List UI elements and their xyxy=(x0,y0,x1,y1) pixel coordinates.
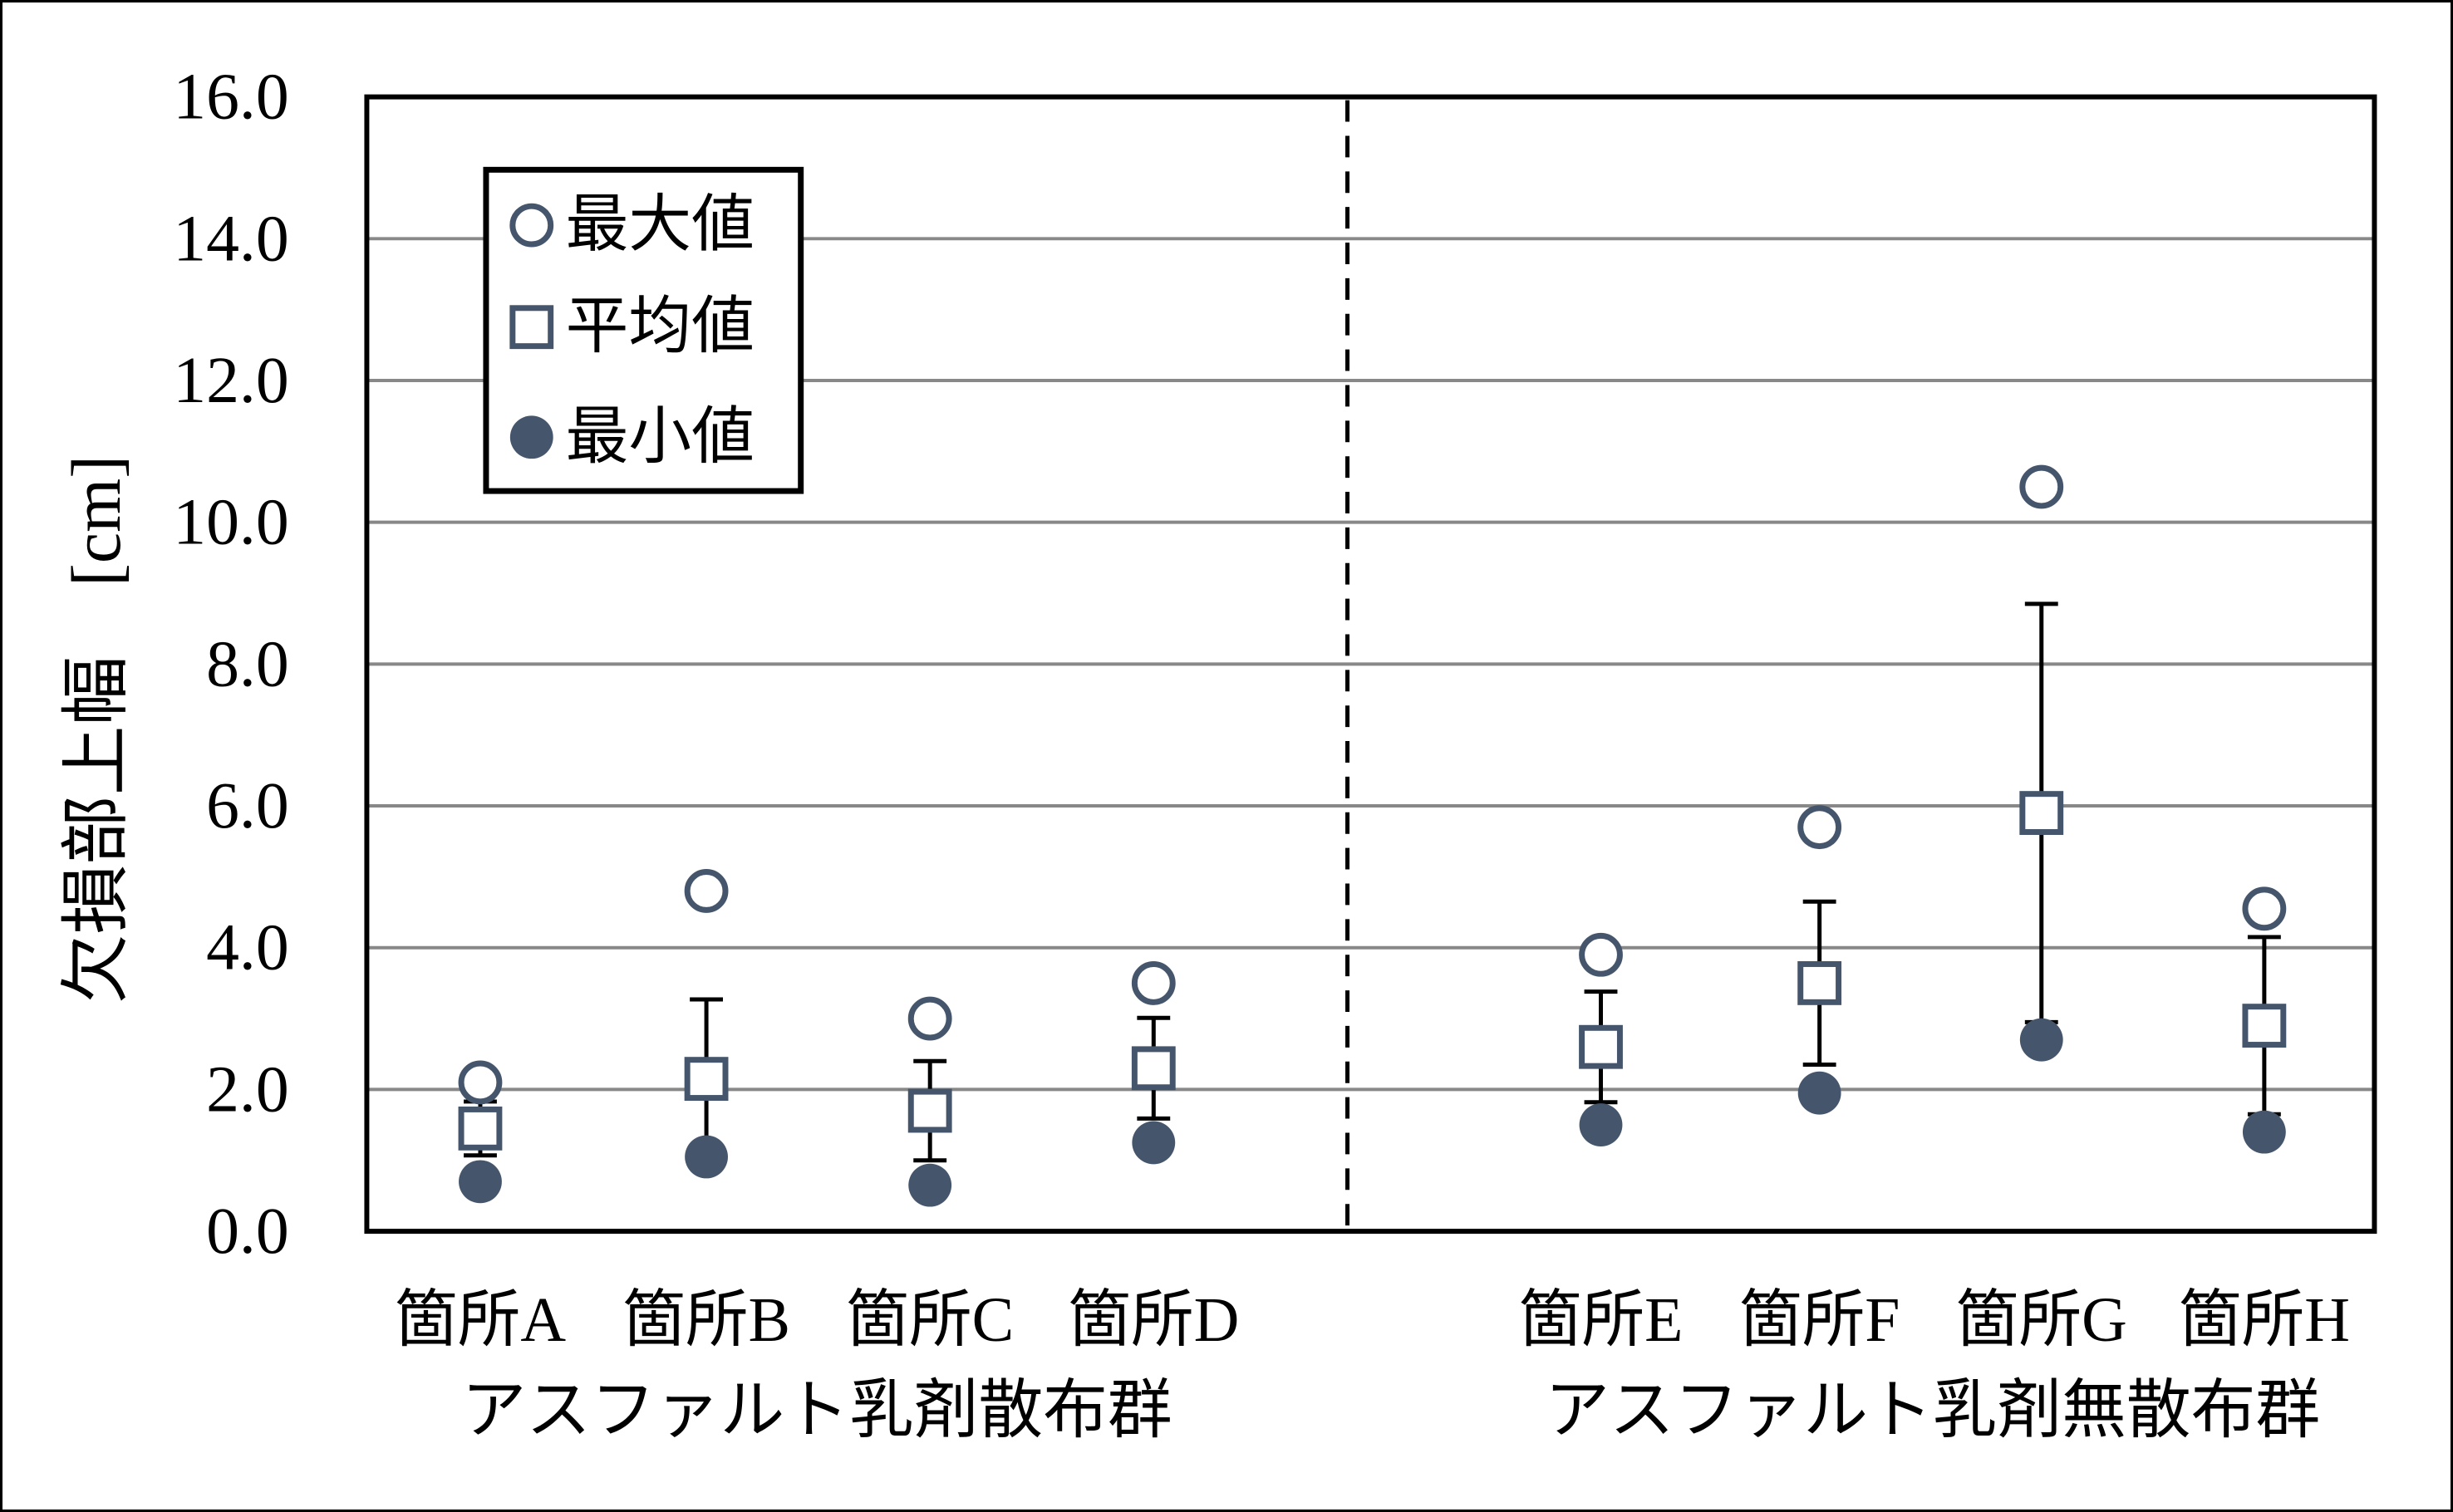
min-marker-filled-circle xyxy=(908,1163,952,1207)
x-category-label: 箇所A xyxy=(395,1286,566,1355)
x-category-label: 箇所F xyxy=(1739,1286,1900,1355)
x-category-label: 箇所H xyxy=(2179,1286,2350,1355)
mean-marker-open-square xyxy=(684,1057,729,1102)
max-marker-open-circle xyxy=(2019,464,2064,509)
max-marker-open-circle xyxy=(1131,960,1176,1005)
max-marker-open-circle xyxy=(1797,805,1842,850)
y-tick-label: 14.0 xyxy=(173,202,289,275)
mean-marker-open-square xyxy=(1131,1046,1176,1091)
y-tick-label: 0.0 xyxy=(206,1195,289,1268)
x-group-label: アスファルト乳剤散布群 xyxy=(462,1374,1172,1446)
legend-item-label: 最大値 xyxy=(566,191,755,260)
max-marker-open-circle xyxy=(458,1060,503,1105)
x-category-label: 箇所D xyxy=(1068,1286,1239,1355)
min-marker-filled-circle xyxy=(1132,1121,1176,1165)
x-group-label: アスファルト乳剤無散布群 xyxy=(1545,1374,2320,1446)
min-marker-filled-circle xyxy=(1579,1103,1623,1147)
x-category-label: 箇所C xyxy=(846,1286,1014,1355)
y-tick-label: 12.0 xyxy=(173,344,289,417)
legend-mean-open-square-icon xyxy=(509,305,554,350)
legend-item-label: 最小値 xyxy=(566,403,755,472)
y-tick-label: 8.0 xyxy=(206,627,289,700)
min-marker-filled-circle xyxy=(1797,1071,1841,1115)
y-tick-label: 4.0 xyxy=(206,911,289,984)
y-tick-label: 16.0 xyxy=(173,61,289,134)
mean-marker-open-square xyxy=(2242,1004,2287,1048)
min-marker-filled-circle xyxy=(685,1135,728,1179)
max-marker-open-circle xyxy=(907,996,952,1041)
legend-item-label: 平均値 xyxy=(566,292,755,361)
legend-min-filled-circle-icon xyxy=(509,415,553,459)
min-marker-filled-circle xyxy=(2242,1110,2286,1154)
max-marker-open-circle xyxy=(2242,886,2287,931)
max-marker-open-circle xyxy=(684,869,729,913)
legend-max-open-circle-icon xyxy=(509,203,554,248)
min-marker-filled-circle xyxy=(459,1160,502,1204)
mean-marker-open-square xyxy=(907,1088,952,1133)
mean-marker-open-square xyxy=(1797,960,1842,1005)
max-marker-open-circle xyxy=(1579,932,1623,977)
mean-marker-open-square xyxy=(458,1106,503,1151)
y-tick-label: 6.0 xyxy=(206,769,289,842)
plot-area-border xyxy=(364,94,2377,1235)
y-axis-title: 欠損部上幅 [cm] xyxy=(58,455,135,1004)
x-category-label: 箇所E xyxy=(1519,1286,1684,1355)
y-tick-label: 2.0 xyxy=(206,1053,289,1126)
y-tick-label: 10.0 xyxy=(173,486,289,559)
mean-marker-open-square xyxy=(2019,791,2064,835)
x-category-label: 箇所G xyxy=(1956,1286,2127,1355)
x-category-label: 箇所B xyxy=(622,1286,790,1355)
min-marker-filled-circle xyxy=(2019,1018,2063,1062)
mean-marker-open-square xyxy=(1579,1024,1623,1069)
